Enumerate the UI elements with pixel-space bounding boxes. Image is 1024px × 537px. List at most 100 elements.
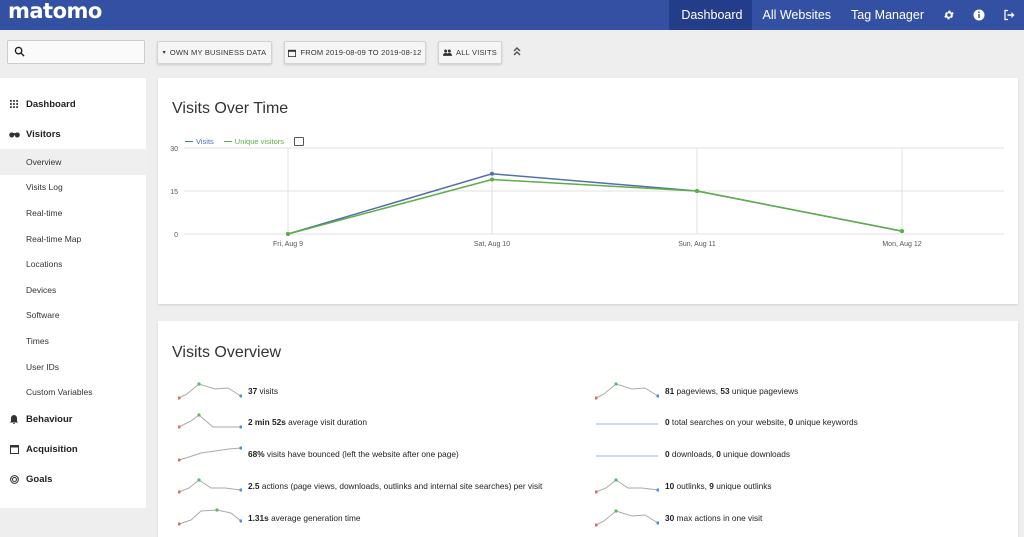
metric-value: 30 bbox=[665, 513, 675, 523]
metric-label: average generation time bbox=[268, 513, 361, 523]
sidebar-item-overview[interactable]: Overview bbox=[0, 149, 146, 175]
export-image-icon[interactable] bbox=[293, 137, 304, 146]
sparkline-marker bbox=[197, 382, 201, 386]
metric-label: outlinks, bbox=[674, 481, 710, 491]
metric-value: 0 bbox=[716, 449, 721, 459]
sidebar-item-real-time-map[interactable]: Real-time Map bbox=[26, 233, 82, 244]
metric-value: 37 bbox=[248, 386, 258, 396]
search-input[interactable] bbox=[7, 40, 145, 64]
gear-icon[interactable] bbox=[934, 0, 964, 30]
sparkline-marker bbox=[239, 519, 242, 523]
sparkline-marker bbox=[656, 394, 659, 398]
sidebar-item-locations[interactable]: Locations bbox=[26, 259, 63, 270]
sparkline-marker bbox=[239, 425, 242, 429]
sidebar-category-visitors[interactable]: Visitors bbox=[0, 119, 146, 149]
matomo-logo[interactable]: matomo bbox=[8, 0, 102, 23]
metric-value: 9 bbox=[709, 481, 714, 491]
overview-metric-row: 2.5 actions (page views, downloads, outl… bbox=[178, 475, 542, 497]
metric-label: unique downloads bbox=[720, 449, 791, 459]
sidebar-item-times[interactable]: Times bbox=[26, 335, 49, 346]
segment-selector-button[interactable]: ALL VISITS bbox=[438, 41, 502, 64]
site-selector-button[interactable]: ▾ OWN MY BUSINESS DATA bbox=[157, 41, 272, 64]
overview-metric-row: 10 outlinks, 9 unique outlinks bbox=[595, 475, 772, 497]
metric-value: 0 bbox=[788, 417, 794, 427]
series-line bbox=[287, 173, 903, 235]
sidebar-category-behaviour[interactable]: Behaviour bbox=[0, 405, 146, 435]
metric-label: max actions in one visit bbox=[674, 513, 763, 523]
widget-title: Visits Over Time bbox=[172, 100, 289, 117]
sparkline-marker bbox=[178, 522, 181, 526]
target-icon bbox=[8, 474, 20, 486]
sidebar-category-dashboard[interactable]: Dashboard bbox=[0, 89, 146, 119]
overview-metric-text: 2 min 52s average visit duration bbox=[248, 417, 367, 427]
sparkline[interactable] bbox=[178, 412, 242, 432]
sparkline-line bbox=[178, 383, 242, 399]
sparkline-marker bbox=[239, 488, 242, 492]
sparkline-marker bbox=[178, 396, 181, 400]
sidebar-item-devices[interactable]: Devices bbox=[26, 284, 57, 295]
legend-label: Visits bbox=[196, 137, 214, 146]
overview-metric-row: 68% visits have bounced (left the websit… bbox=[178, 443, 459, 465]
sidebar-item-user-ids[interactable]: User IDs bbox=[26, 361, 60, 372]
metric-value: 1.31s bbox=[248, 513, 269, 523]
sparkline[interactable] bbox=[595, 381, 659, 401]
period-label: FROM 2019-08-09 TO 2019-08-12 bbox=[300, 48, 422, 57]
sparkline-marker bbox=[595, 523, 598, 527]
sparkline-marker bbox=[239, 394, 242, 398]
sparkline-marker bbox=[197, 478, 201, 482]
data-point bbox=[490, 177, 494, 182]
metric-label: downloads, bbox=[669, 449, 717, 459]
sidebar-category-acquisition[interactable]: Acquisition bbox=[0, 435, 146, 465]
sparkline[interactable] bbox=[595, 508, 659, 528]
legend-unique-visitors[interactable]: Unique visitors bbox=[223, 137, 284, 146]
sparkline-marker bbox=[239, 446, 242, 450]
sparkline-marker bbox=[656, 521, 659, 525]
x-tick-label: Mon, Aug 12 bbox=[882, 241, 921, 248]
sparkline[interactable] bbox=[595, 444, 659, 464]
bell-icon bbox=[8, 414, 20, 426]
nav-dashboard[interactable]: Dashboard bbox=[669, 0, 753, 30]
sparkline[interactable] bbox=[595, 476, 659, 496]
sparkline-line bbox=[595, 479, 659, 493]
overview-metric-row: 0 downloads, 0 unique downloads bbox=[595, 443, 790, 465]
nav-tag-manager[interactable]: Tag Manager bbox=[851, 7, 924, 22]
overview-metric-row: 37 visits bbox=[178, 380, 278, 402]
sidebar-category-label: Visitors bbox=[26, 128, 61, 140]
info-icon[interactable] bbox=[964, 0, 994, 30]
overview-metric-row: 30 max actions in one visit bbox=[595, 507, 762, 529]
legend-visits[interactable]: Visits bbox=[185, 137, 214, 146]
sidebar-item-real-time[interactable]: Real-time bbox=[26, 207, 63, 218]
top-navigation: Dashboard All Websites Tag Manager bbox=[669, 0, 1024, 30]
sparkline-line bbox=[178, 509, 242, 525]
overview-metric-text: 30 max actions in one visit bbox=[665, 513, 762, 523]
overview-metric-text: 68% visits have bounced (left the websit… bbox=[248, 449, 459, 459]
sparkline[interactable] bbox=[595, 412, 659, 432]
sidebar-category-label: Behaviour bbox=[26, 414, 73, 426]
sidebar-category-label: Goals bbox=[26, 474, 53, 486]
overview-metric-row: 1.31s average generation time bbox=[178, 507, 361, 529]
sidebar-category-goals[interactable]: Goals bbox=[0, 465, 146, 495]
sidebar-item-visits-log[interactable]: Visits Log bbox=[26, 182, 63, 193]
nav-all-websites[interactable]: All Websites bbox=[762, 7, 832, 22]
binoculars-icon bbox=[8, 128, 20, 140]
x-tick-label: Fri, Aug 9 bbox=[273, 241, 303, 248]
calendar-icon bbox=[288, 49, 297, 57]
sparkline[interactable] bbox=[178, 444, 242, 464]
x-tick-label: Sun, Aug 11 bbox=[678, 241, 716, 248]
logout-icon[interactable] bbox=[994, 0, 1024, 30]
collapse-icon[interactable] bbox=[512, 44, 524, 58]
legend-label: Unique visitors bbox=[234, 137, 284, 146]
sparkline-line bbox=[178, 479, 242, 493]
sparkline-line bbox=[178, 414, 241, 428]
sparkline[interactable] bbox=[178, 381, 242, 401]
top-bar: matomo Dashboard All Websites Tag Manage… bbox=[0, 0, 1024, 30]
sparkline[interactable] bbox=[178, 476, 242, 496]
data-point bbox=[286, 232, 290, 236]
sparkline[interactable] bbox=[178, 508, 242, 528]
data-point bbox=[695, 189, 699, 193]
period-selector-button[interactable]: FROM 2019-08-09 TO 2019-08-12 bbox=[284, 41, 426, 64]
segment-label: ALL VISITS bbox=[456, 48, 497, 57]
chart-legend: Visits Unique visitors bbox=[185, 137, 304, 146]
sidebar-item-software[interactable]: Software bbox=[26, 310, 60, 321]
sidebar-item-custom-variables[interactable]: Custom Variables bbox=[26, 387, 93, 398]
